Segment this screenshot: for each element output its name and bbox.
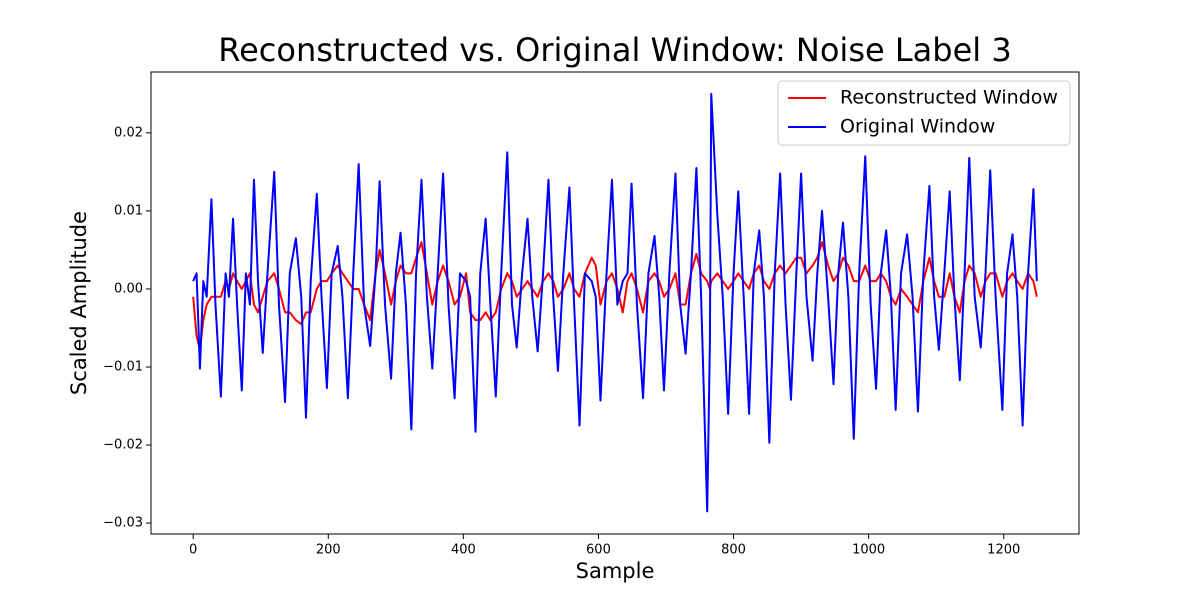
y-tick-label: 0.01 [114, 203, 143, 218]
y-tick-label: 0.00 [114, 281, 143, 296]
y-tick-label: 0.02 [114, 125, 143, 140]
y-tick-label: −0.02 [103, 438, 143, 453]
legend-label: Original Window [840, 116, 995, 138]
x-axis-label: Sample [576, 559, 655, 583]
x-tick-label: 800 [721, 543, 746, 558]
x-tick-label: 0 [189, 543, 197, 558]
y-tick-label: −0.01 [103, 359, 143, 374]
data-line [192, 92, 1038, 513]
x-tick-label: 600 [586, 543, 611, 558]
y-tick-label: −0.03 [103, 516, 143, 531]
legend-label: Reconstructed Window [840, 87, 1058, 109]
x-tick-label: 1000 [852, 543, 885, 558]
chart-title: Reconstructed vs. Original Window: Noise… [218, 31, 1011, 69]
x-tick-label: 400 [451, 543, 476, 558]
data-line [192, 241, 1038, 351]
x-tick-label: 200 [316, 543, 341, 558]
plot-frame [150, 71, 1080, 535]
legend-box [777, 80, 1071, 146]
y-axis-label: Scaled Amplitude [67, 211, 91, 395]
x-tick-label: 1200 [987, 543, 1020, 558]
